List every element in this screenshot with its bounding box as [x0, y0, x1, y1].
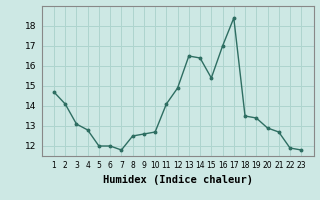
X-axis label: Humidex (Indice chaleur): Humidex (Indice chaleur) [103, 175, 252, 185]
